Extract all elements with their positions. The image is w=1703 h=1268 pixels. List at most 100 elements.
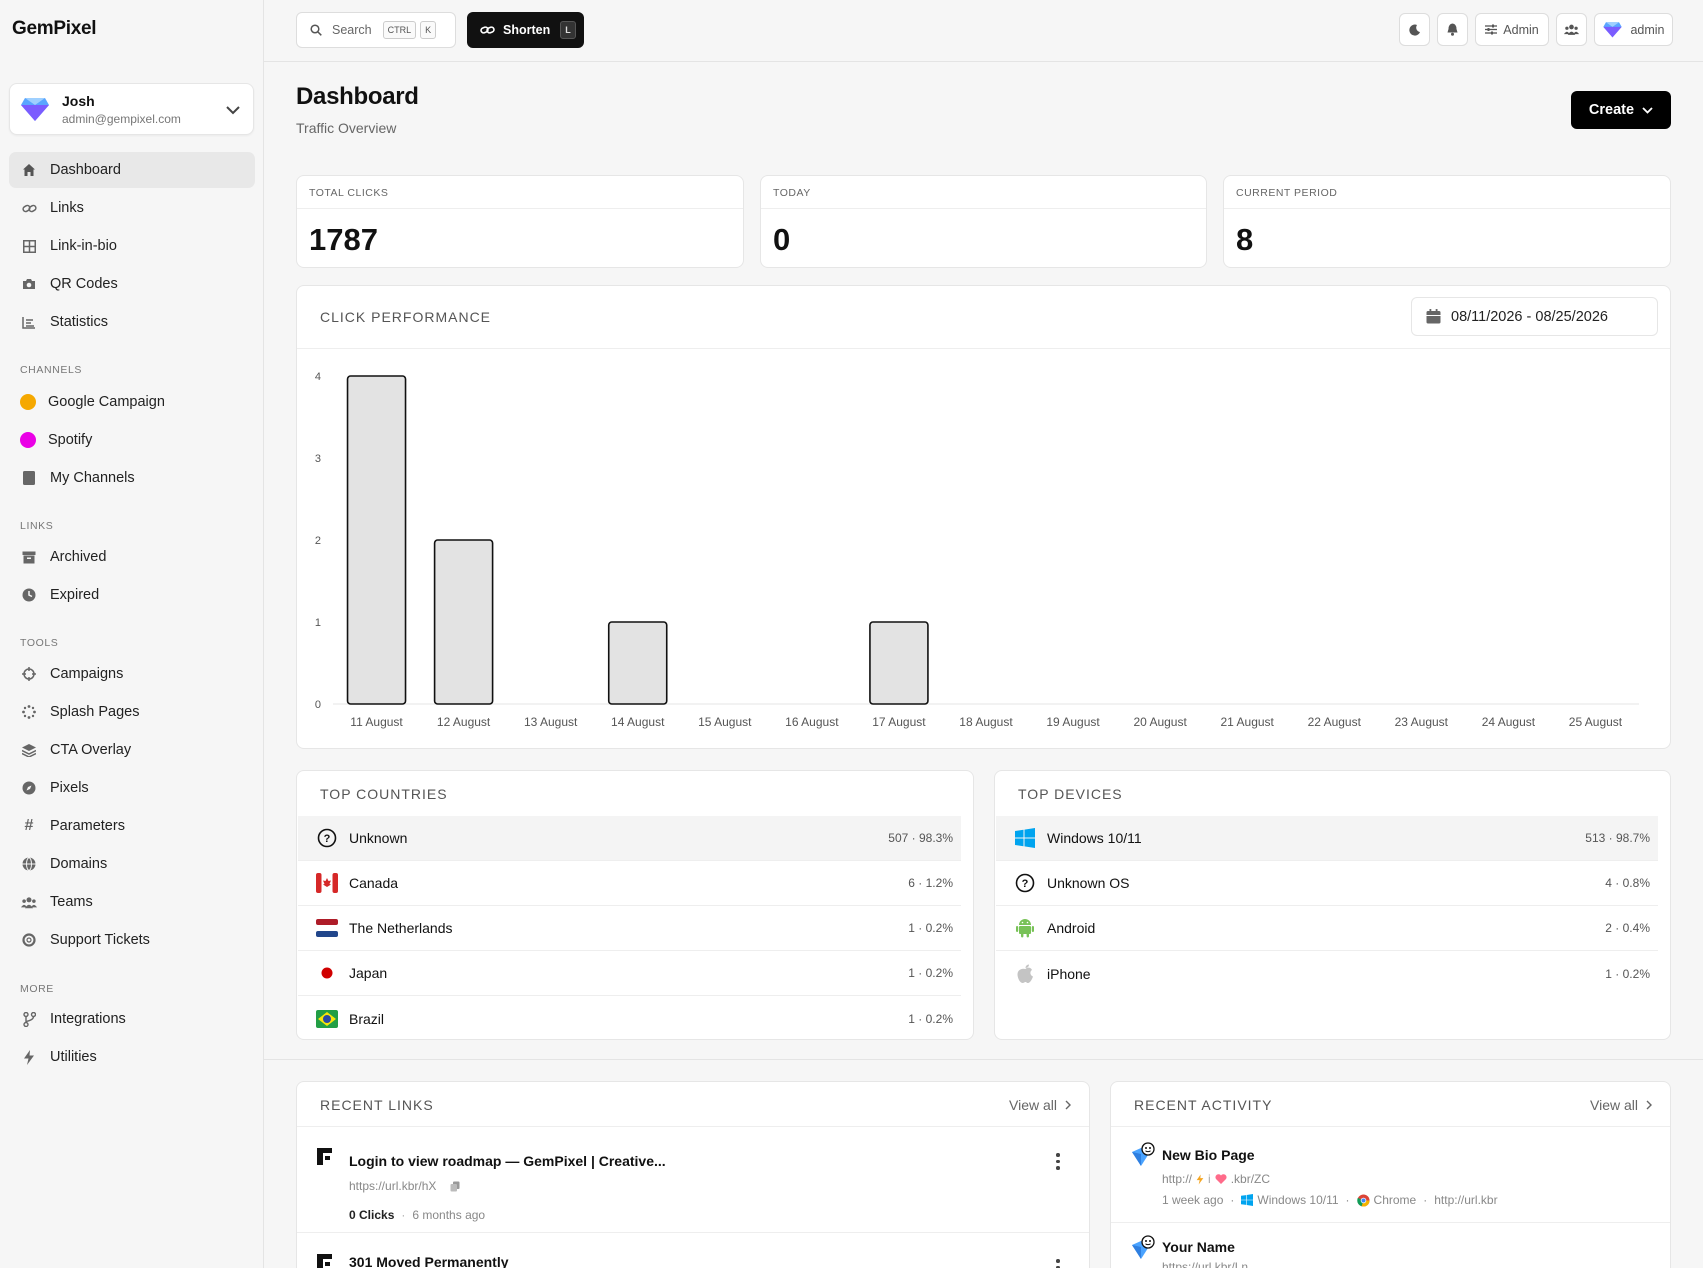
link-url[interactable]: https://url.kbr/hX <box>349 1179 437 1193</box>
chart-bar[interactable] <box>346 375 407 705</box>
shorten-button[interactable]: Shorten L <box>467 12 584 48</box>
heart-emoji-icon <box>1215 1174 1227 1184</box>
list-item[interactable]: Android 2 · 0.4% <box>996 906 1658 951</box>
home-icon <box>21 162 37 178</box>
account-menu-button[interactable]: admin <box>1594 13 1673 46</box>
y-tick-label: 4 <box>315 371 321 383</box>
device-count: 4 · 0.8% <box>1605 876 1650 890</box>
bolt-icon <box>21 1049 37 1065</box>
chrome-icon <box>1356 1193 1370 1207</box>
sidebar-item-splash-pages[interactable]: Splash Pages <box>9 694 255 730</box>
list-item[interactable]: ? Unknown OS 4 · 0.8% <box>996 861 1658 906</box>
branch-icon <box>21 1011 37 1027</box>
notifications-button[interactable] <box>1437 13 1468 46</box>
list-item[interactable]: ? Unknown 507 · 98.3% <box>298 816 961 861</box>
x-tick-label: 17 August <box>872 715 926 729</box>
activity-url[interactable]: https://url.kbr/Ln <box>1162 1260 1249 1268</box>
section-label-links: LINKS <box>20 520 54 532</box>
click-performance-card: CLICK PERFORMANCE 0 1 2 3 4 11 August 12 Augus… <box>296 285 1671 749</box>
kbd-ctrl: CTRL <box>382 21 417 39</box>
sidebar-item-domains[interactable]: Domains <box>9 846 255 882</box>
sidebar-item-google-campaign[interactable]: Google Campaign <box>9 384 255 420</box>
copy-icon[interactable] <box>450 1181 460 1192</box>
sidebar-item-statistics[interactable]: Statistics <box>9 304 255 340</box>
sidebar-item-label: Link-in-bio <box>50 238 117 254</box>
view-all-label: View all <box>1590 1097 1638 1113</box>
list-item[interactable]: Windows 10/11 513 · 98.7% <box>996 816 1658 861</box>
activity-title[interactable]: Your Name <box>1162 1239 1235 1255</box>
sidebar-item-campaigns[interactable]: Campaigns <box>9 656 255 692</box>
sidebar-item-utilities[interactable]: Utilities <box>9 1039 255 1075</box>
stat-label: CURRENT PERIOD <box>1236 187 1338 199</box>
list-item[interactable]: Canada 6 · 1.2% <box>298 861 961 906</box>
favicon-icon <box>317 1148 332 1165</box>
sidebar-item-qr-codes[interactable]: QR Codes <box>9 266 255 302</box>
more-options-icon[interactable] <box>1056 1259 1060 1268</box>
chart-bar[interactable] <box>607 621 668 705</box>
sidebar-item-pixels[interactable]: Pixels <box>9 770 255 806</box>
list-item[interactable]: The Netherlands 1 · 0.2% <box>298 906 961 951</box>
netherlands-flag-icon <box>316 917 338 939</box>
sidebar-item-label: Expired <box>50 587 100 603</box>
sidebar-item-dashboard[interactable]: Dashboard <box>9 152 255 188</box>
device-name: Windows 10/11 <box>1047 830 1142 846</box>
chart-bar[interactable] <box>869 621 929 705</box>
user-email: admin@gempixel.com <box>62 112 181 126</box>
sidebar-item-integrations[interactable]: Integrations <box>9 1001 255 1037</box>
chart-icon <box>21 314 37 330</box>
list-item[interactable]: Brazil 1 · 0.2% <box>298 996 961 1041</box>
x-tick-label: 15 August <box>698 715 752 729</box>
sidebar-item-archived[interactable]: Archived <box>9 539 255 575</box>
view-all-activity-link[interactable]: View all <box>1590 1097 1652 1113</box>
country-name: Japan <box>349 965 388 981</box>
sidebar-item-cta-overlay[interactable]: CTA Overlay <box>9 732 255 768</box>
camera-icon <box>21 276 37 292</box>
sidebar-item-label: Archived <box>50 549 107 565</box>
teams-button[interactable] <box>1556 13 1587 46</box>
search-button[interactable]: Search CTRL K <box>296 12 456 48</box>
device-name: Unknown OS <box>1047 875 1130 891</box>
dark-mode-toggle[interactable] <box>1399 13 1430 46</box>
activity-url[interactable]: http:// i .kbr/ZC <box>1162 1172 1271 1186</box>
admin-panel-button[interactable]: Admin <box>1475 13 1549 46</box>
link-title[interactable]: Login to view roadmap — GemPixel | Creat… <box>349 1153 666 1169</box>
sidebar-item-link-in-bio[interactable]: Link-in-bio <box>9 228 255 264</box>
android-icon <box>1014 917 1036 939</box>
x-tick-label: 20 August <box>1133 715 1187 729</box>
sidebar-item-teams[interactable]: Teams <box>9 884 255 920</box>
date-range-picker[interactable]: 08/11/2026 - 08/25/2026 <box>1411 297 1658 336</box>
sidebar-item-my-channels[interactable]: My Channels <box>9 460 255 496</box>
hash-icon: # <box>24 817 34 834</box>
bolt-emoji-icon <box>1196 1174 1204 1185</box>
account-label: admin <box>1630 22 1665 37</box>
activity-url-prefix: http:// <box>1162 1172 1193 1186</box>
sliders-icon <box>1485 24 1498 35</box>
x-tick-label: 25 August <box>1569 715 1623 729</box>
sidebar-item-label: Support Tickets <box>50 932 150 948</box>
chart-bar[interactable] <box>433 539 494 705</box>
activity-title[interactable]: New Bio Page <box>1162 1147 1255 1163</box>
brazil-flag-icon <box>316 1008 338 1030</box>
sidebar-item-spotify[interactable]: Spotify <box>9 422 255 458</box>
sidebar-item-support-tickets[interactable]: Support Tickets <box>9 922 255 958</box>
device-count: 1 · 0.2% <box>1605 966 1650 981</box>
recent-activity-card: RECENT ACTIVITY View all New Bio Page ht… <box>1110 1081 1671 1268</box>
sidebar-item-links[interactable]: Links <box>9 190 255 226</box>
sidebar-item-parameters[interactable]: # Parameters <box>9 808 255 844</box>
bell-icon <box>1447 23 1458 36</box>
chevron-down-icon <box>1642 106 1653 114</box>
app-logo[interactable]: GemPixel <box>12 18 97 39</box>
view-all-links-link[interactable]: View all <box>1009 1097 1071 1113</box>
users-icon <box>21 894 37 910</box>
link-title[interactable]: 301 Moved Permanently <box>349 1254 509 1268</box>
globe-icon <box>21 856 37 872</box>
list-item[interactable]: Japan 1 · 0.2% <box>298 951 961 996</box>
list-item[interactable]: iPhone 1 · 0.2% <box>996 951 1658 996</box>
user-switcher[interactable]: Josh admin@gempixel.com <box>9 83 254 135</box>
sidebar: GemPixel Josh admin@gempixel.com Dashboa… <box>0 0 264 1268</box>
more-options-icon[interactable] <box>1056 1153 1060 1170</box>
x-tick-label: 18 August <box>959 715 1013 729</box>
apple-icon <box>1014 963 1036 985</box>
sidebar-item-expired[interactable]: Expired <box>9 577 255 613</box>
create-button[interactable]: Create <box>1571 91 1671 129</box>
